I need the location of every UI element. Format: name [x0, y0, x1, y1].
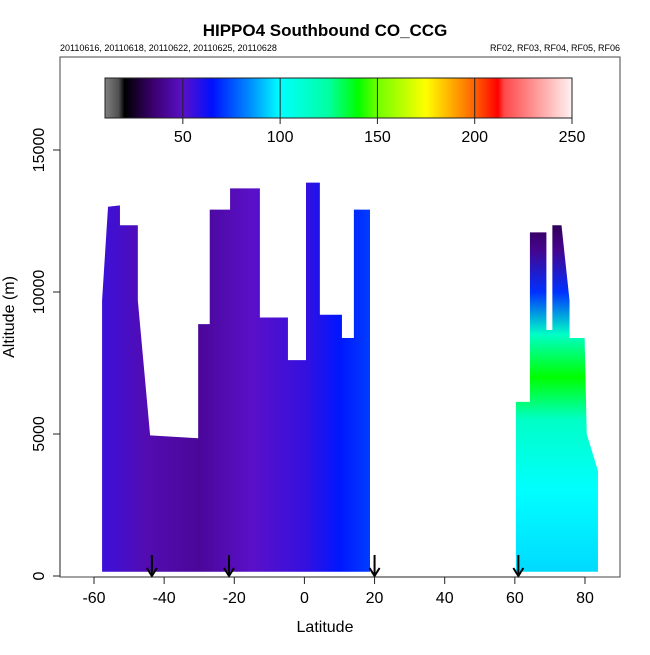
y-tick-label: 5000 — [31, 416, 48, 452]
flights-subtitle: RF02, RF03, RF04, RF05, RF06 — [490, 43, 620, 53]
flight-marker-arrowhead — [146, 567, 158, 578]
flight-marker-arrowhead — [512, 567, 525, 578]
dates-subtitle: 20110616, 20110618, 20110622, 20110625, … — [60, 43, 277, 53]
y-tick-label: 0 — [31, 571, 48, 580]
y-tick-label: 10000 — [31, 270, 48, 315]
colorbar — [104, 77, 573, 119]
flight-marker-arrowhead — [368, 567, 381, 578]
y-tick-label: 15000 — [31, 128, 48, 173]
x-tick-label: 20 — [366, 590, 384, 607]
flight-marker-arrowhead — [223, 567, 235, 578]
x-tick-label: -60 — [82, 590, 105, 607]
southern-pacific-profile — [102, 182, 371, 572]
y-axis-label: Altitude (m) — [1, 276, 18, 358]
northern-pacific-profile — [515, 225, 598, 572]
colorbar-tick-label: 100 — [267, 129, 294, 146]
x-tick-label: 80 — [576, 590, 594, 607]
colorbar-tick-label: 50 — [174, 129, 192, 146]
x-tick-label: 60 — [506, 590, 524, 607]
x-tick-label: 40 — [436, 590, 454, 607]
x-tick-label: -40 — [153, 590, 176, 607]
colorbar-tick-label: 200 — [461, 129, 488, 146]
colorbar-tick-label: 250 — [559, 129, 586, 146]
chart-title: HIPPO4 Southbound CO_CCG — [203, 21, 448, 40]
x-axis-label: Latitude — [297, 619, 354, 636]
colorbar-tick-label: 150 — [364, 129, 391, 146]
x-tick-label: -20 — [223, 590, 246, 607]
x-tick-label: 0 — [300, 590, 309, 607]
